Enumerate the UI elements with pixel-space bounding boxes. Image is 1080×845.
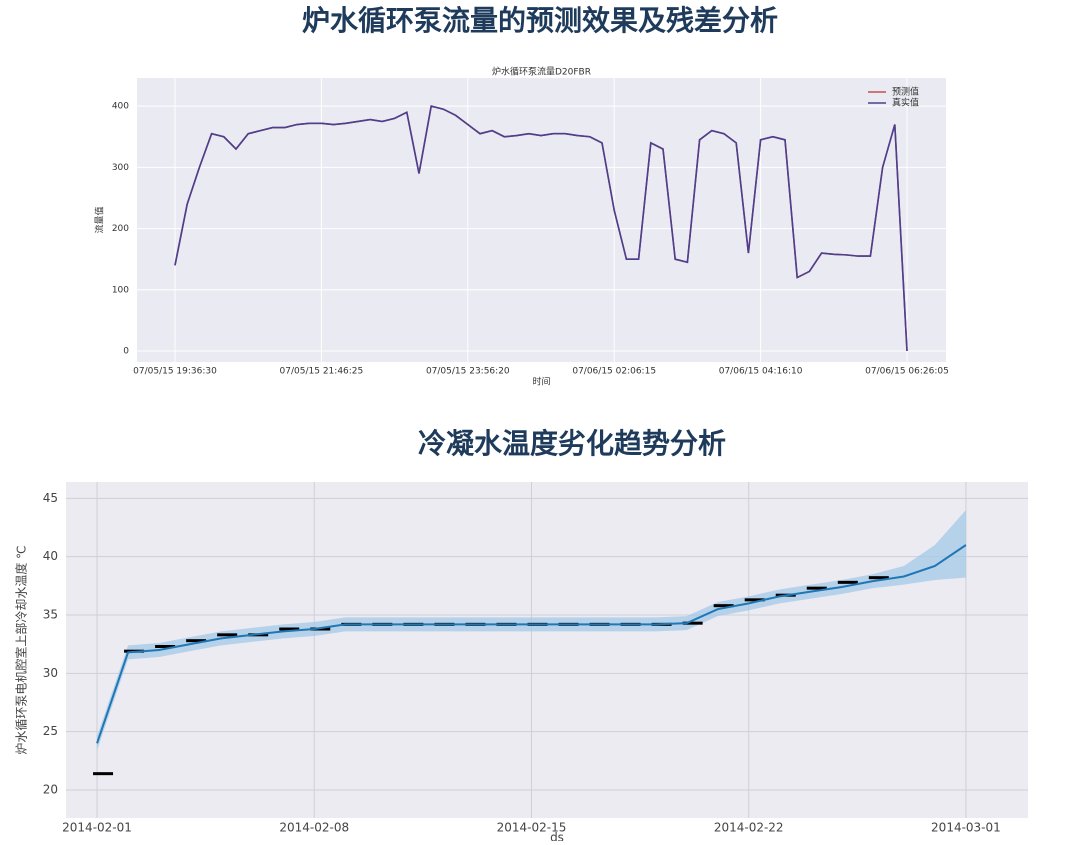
plot-area xyxy=(66,482,1028,818)
forecast-line xyxy=(96,544,967,744)
y-tick-label: 30 xyxy=(43,666,58,680)
observation xyxy=(744,598,765,602)
x-tick-label: 07/06/15 04:16:10 xyxy=(719,367,803,377)
x-tick-label: 07/05/15 19:36:30 xyxy=(133,367,217,377)
y-tick-label: 200 xyxy=(112,224,129,234)
heading: 炉水循环泵流量的预测效果及残差分析 xyxy=(302,4,778,37)
y-tick-label: 40 xyxy=(43,549,58,563)
observation xyxy=(279,627,300,631)
observation xyxy=(682,621,703,625)
x-axis-label: 时间 xyxy=(532,376,550,388)
x-tick-label: 2014-02-15 xyxy=(497,821,567,835)
x-tick-label: 2014-02-08 xyxy=(279,821,349,835)
observation xyxy=(186,639,207,643)
y-axis-label: 流量值 xyxy=(94,206,106,233)
y-tick-label: 20 xyxy=(43,783,58,797)
observation xyxy=(713,604,734,608)
plot-area xyxy=(137,78,946,362)
y-tick-label: 45 xyxy=(43,491,58,505)
x-tick-label: 07/05/15 23:56:20 xyxy=(426,367,510,377)
y-tick-label: 400 xyxy=(112,102,129,112)
x-tick-label: 07/05/15 21:46:25 xyxy=(280,367,364,377)
legend-label: 真实值 xyxy=(892,97,919,109)
y-tick-label: 0 xyxy=(123,346,129,356)
x-tick-label: 2014-02-22 xyxy=(714,821,784,835)
heading: 冷凝水温度劣化趋势分析 xyxy=(418,427,726,460)
observation xyxy=(837,580,858,584)
observation xyxy=(217,633,238,637)
y-tick-label: 35 xyxy=(43,608,58,622)
x-axis-label: ds xyxy=(550,831,564,842)
observation xyxy=(155,645,176,648)
x-tick-label: 2014-03-01 xyxy=(931,821,1001,835)
x-tick-label: 2014-02-01 xyxy=(62,821,132,835)
uncertainty-band xyxy=(97,510,966,751)
chart-title: 炉水循环泵流量D20FBR xyxy=(492,66,591,78)
legend-label: 预测值 xyxy=(892,86,919,98)
y-axis-label: 炉水循环泵电机腔室上部冷却水温度 ℃ xyxy=(14,545,29,754)
x-tick-label: 07/06/15 02:06:15 xyxy=(572,367,656,377)
x-tick-label: 07/06/15 06:26:05 xyxy=(865,367,949,377)
observation xyxy=(868,576,889,580)
y-tick-label: 300 xyxy=(112,163,129,173)
y-tick-label: 100 xyxy=(112,285,129,295)
y-tick-label: 25 xyxy=(43,724,58,738)
observation xyxy=(806,586,827,590)
observation xyxy=(93,772,114,776)
series-line xyxy=(174,105,908,352)
